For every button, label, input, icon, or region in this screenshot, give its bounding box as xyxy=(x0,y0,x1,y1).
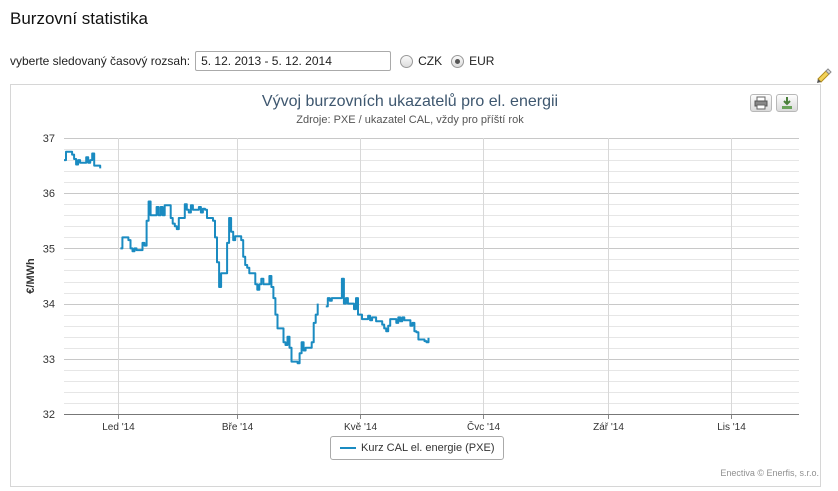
download-icon xyxy=(782,97,792,109)
series-line xyxy=(120,200,319,365)
x-tick-label: Zář '14 xyxy=(593,422,624,433)
print-chart-button[interactable] xyxy=(750,94,772,112)
y-tick-label: 33 xyxy=(43,354,55,366)
chart-subtitle: Zdroje: PXE / ukazatel CAL, vždy pro pří… xyxy=(296,114,524,126)
date-range-label: vyberte sledovaný časový rozsah: xyxy=(10,54,191,68)
series-line xyxy=(325,277,430,344)
currency-label-czk: CZK xyxy=(418,54,443,68)
legend-swatch xyxy=(340,447,356,449)
x-tick-label: Led '14 xyxy=(102,422,135,433)
currency-option-eur[interactable]: EUR xyxy=(451,54,494,68)
chart-container xyxy=(10,84,821,487)
date-range-input[interactable] xyxy=(195,51,392,71)
highlighter-icon[interactable] xyxy=(814,66,834,86)
currency-radio-eur[interactable] xyxy=(451,54,465,68)
legend-label: Kurz CAL el. energie (PXE) xyxy=(361,442,495,454)
chart-credits: Enectiva © Enerfis, s.r.o. xyxy=(720,468,819,478)
page-title: Burzovní statistika xyxy=(10,9,148,28)
currency-option-czk[interactable]: CZK xyxy=(400,54,442,68)
y-tick-label: 37 xyxy=(43,133,55,145)
x-tick-label: Kvě '14 xyxy=(344,422,377,433)
chart-legend[interactable]: Kurz CAL el. energie (PXE) xyxy=(330,436,505,460)
chart-title: Vývoj burzovních ukazatelů pro el. energ… xyxy=(261,93,559,110)
x-tick-label: Bře '14 xyxy=(222,422,254,433)
x-tick-label: Lis '14 xyxy=(717,422,746,433)
currency-radio-czk[interactable] xyxy=(400,54,414,68)
currency-label-eur: EUR xyxy=(469,54,495,68)
date-range-controls: vyberte sledovaný časový rozsah: CZK EUR xyxy=(10,50,494,72)
y-axis-title: €/MWh xyxy=(25,258,37,294)
export-chart-button[interactable] xyxy=(776,94,798,112)
y-tick-label: 36 xyxy=(43,188,55,200)
printer-icon xyxy=(754,96,768,110)
y-tick-label: 35 xyxy=(43,243,55,255)
series-line xyxy=(64,150,102,169)
x-tick-label: Čvc '14 xyxy=(467,420,500,433)
y-tick-label: 34 xyxy=(43,299,55,311)
y-tick-label: 32 xyxy=(43,409,55,421)
